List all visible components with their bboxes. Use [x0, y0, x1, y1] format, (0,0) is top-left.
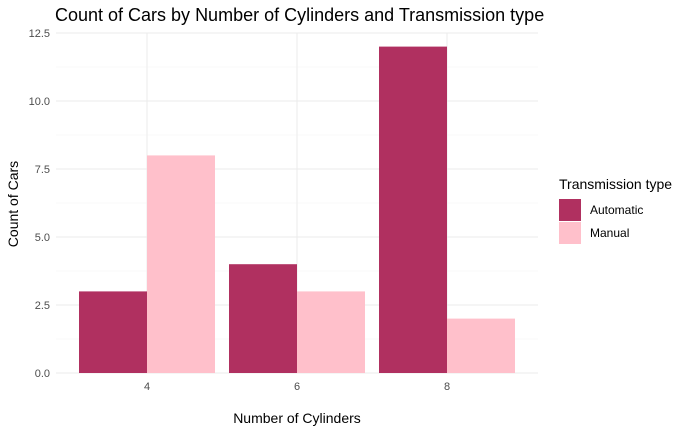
y-tick-label: 7.5 — [35, 164, 50, 176]
legend-label-manual: Manual — [590, 226, 629, 240]
legend-swatch-automatic — [559, 199, 581, 221]
x-tick-label: 8 — [444, 381, 450, 393]
x-axis-ticks: 4 6 8 — [144, 381, 450, 393]
legend-swatch-manual — [559, 222, 581, 244]
legend-label-automatic: Automatic — [590, 203, 643, 217]
chart-title: Count of Cars by Number of Cylinders and… — [55, 5, 544, 25]
legend-title: Transmission type — [559, 176, 672, 192]
bar-manual-8 — [447, 318, 515, 373]
y-tick-label: 12.5 — [29, 28, 50, 40]
bar-automatic-8 — [379, 46, 447, 373]
x-tick-label: 4 — [144, 381, 150, 393]
y-tick-label: 0.0 — [35, 368, 50, 380]
legend: Transmission type Automatic Manual — [559, 176, 672, 244]
bar-automatic-4 — [79, 291, 147, 373]
y-tick-label: 5.0 — [35, 232, 50, 244]
bar-manual-6 — [297, 291, 365, 373]
bars — [79, 46, 515, 373]
x-tick-label: 6 — [294, 381, 300, 393]
y-tick-label: 10.0 — [29, 96, 50, 108]
y-tick-label: 2.5 — [35, 300, 50, 312]
x-axis-title: Number of Cylinders — [233, 410, 361, 426]
bar-automatic-6 — [229, 264, 297, 373]
y-axis-ticks: 0.0 2.5 5.0 7.5 10.0 12.5 — [29, 28, 50, 380]
bar-manual-4 — [147, 155, 215, 373]
y-axis-title: Count of Cars — [5, 161, 21, 247]
